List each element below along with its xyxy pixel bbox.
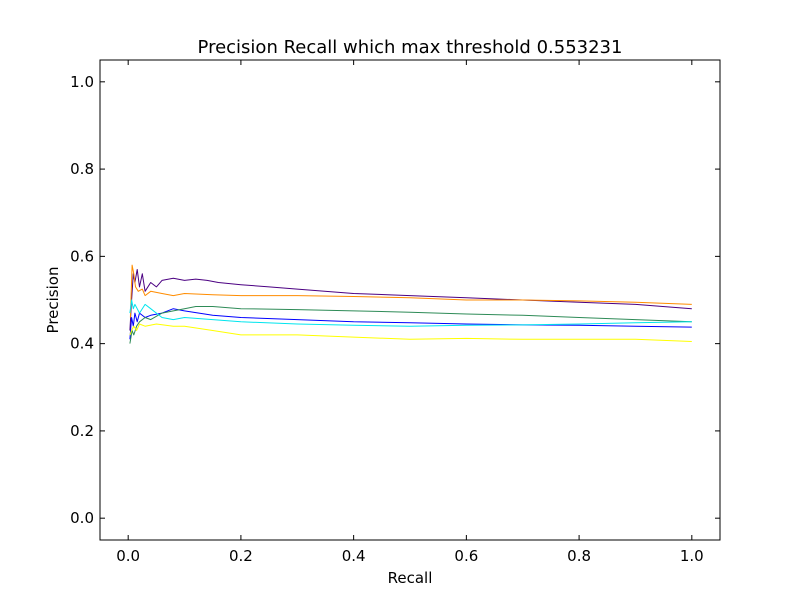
x-tick-label: 0.8 bbox=[567, 547, 591, 565]
series-line-6 bbox=[129, 323, 692, 342]
y-tick-label: 0.6 bbox=[70, 247, 94, 265]
y-tick-label: 0.8 bbox=[70, 160, 94, 178]
x-tick-label: 1.0 bbox=[680, 547, 704, 565]
x-tick-label: 0.0 bbox=[116, 547, 140, 565]
series-line-2 bbox=[129, 264, 692, 318]
x-tick-label: 0.4 bbox=[342, 547, 366, 565]
x-tick-label: 0.2 bbox=[229, 547, 253, 565]
plot-area: 0.0 0.2 0.4 0.6 0.8 1.0 0.0 0.2 0.4 0.6 0.8 1.0 bbox=[70, 59, 721, 565]
series-line-1 bbox=[129, 269, 692, 331]
ticks-layer: 0.0 0.2 0.4 0.6 0.8 1.0 0.0 0.2 0.4 0.6 0.8 1.0 bbox=[70, 60, 720, 565]
y-tick-label: 0.4 bbox=[70, 335, 94, 353]
y-axis-label: Precision bbox=[44, 267, 62, 334]
series-layer bbox=[129, 264, 692, 344]
x-tick-label: 0.6 bbox=[454, 547, 478, 565]
series-line-5 bbox=[129, 299, 692, 327]
y-tick-label: 0.2 bbox=[70, 422, 94, 440]
series-line-4 bbox=[129, 306, 692, 344]
y-tick-label: 0.0 bbox=[70, 509, 94, 527]
y-tick-label: 1.0 bbox=[70, 73, 94, 91]
chart-title: Precision Recall which max threshold 0.5… bbox=[198, 37, 623, 58]
x-axis-label: Recall bbox=[388, 569, 433, 587]
plot-frame bbox=[99, 59, 721, 541]
